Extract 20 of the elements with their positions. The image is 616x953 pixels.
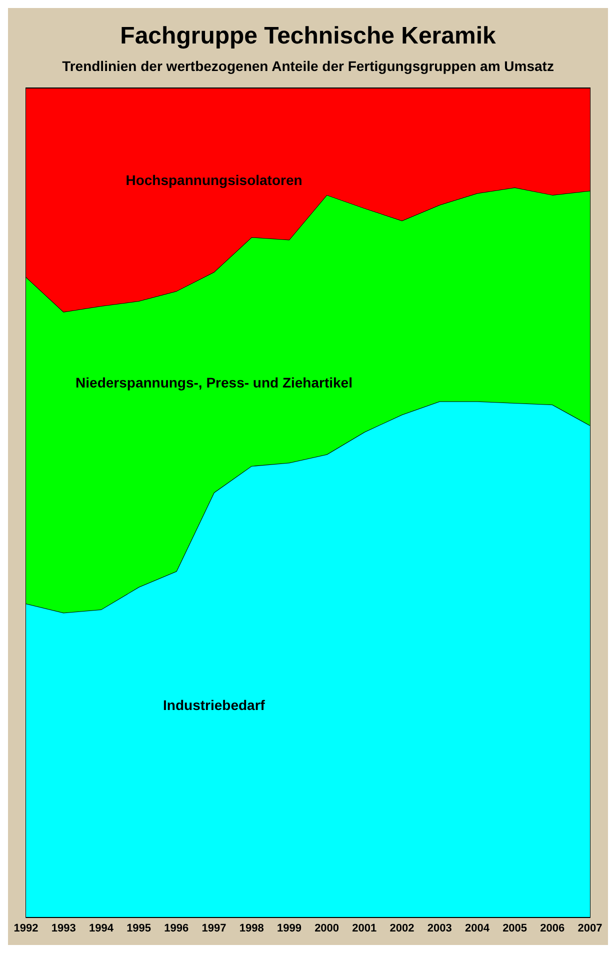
x-tick-label: 2002: [390, 922, 414, 934]
x-tick-label: 2006: [540, 922, 565, 934]
x-tick-label: 1996: [164, 922, 189, 934]
x-tick-label: 1993: [51, 922, 76, 934]
x-tick-label: 2005: [502, 922, 528, 934]
x-tick-label: 1998: [239, 922, 264, 934]
x-tick-label: 1992: [14, 922, 38, 934]
series-label: Hochspannungsisolatoren: [126, 172, 302, 188]
chart-subtitle: Trendlinien der wertbezogenen Anteile der Fertigungsgruppen am Umsatz: [62, 58, 554, 74]
chart-title: Fachgruppe Technische Keramik: [120, 22, 496, 50]
x-tick-label: 1994: [88, 922, 114, 934]
series-label: Niederspannungs-, Press- und Ziehartikel: [76, 374, 352, 390]
x-tick-label: 1997: [202, 922, 226, 934]
x-tick-label: 2007: [578, 922, 602, 934]
x-tick-label: 2001: [352, 922, 377, 934]
x-tick-label: 2004: [464, 922, 490, 934]
x-tick-label: 1995: [126, 922, 152, 934]
x-tick-label: 2003: [427, 922, 452, 934]
x-tick-label: 1999: [276, 922, 302, 934]
x-tick-label: 2000: [314, 922, 340, 934]
